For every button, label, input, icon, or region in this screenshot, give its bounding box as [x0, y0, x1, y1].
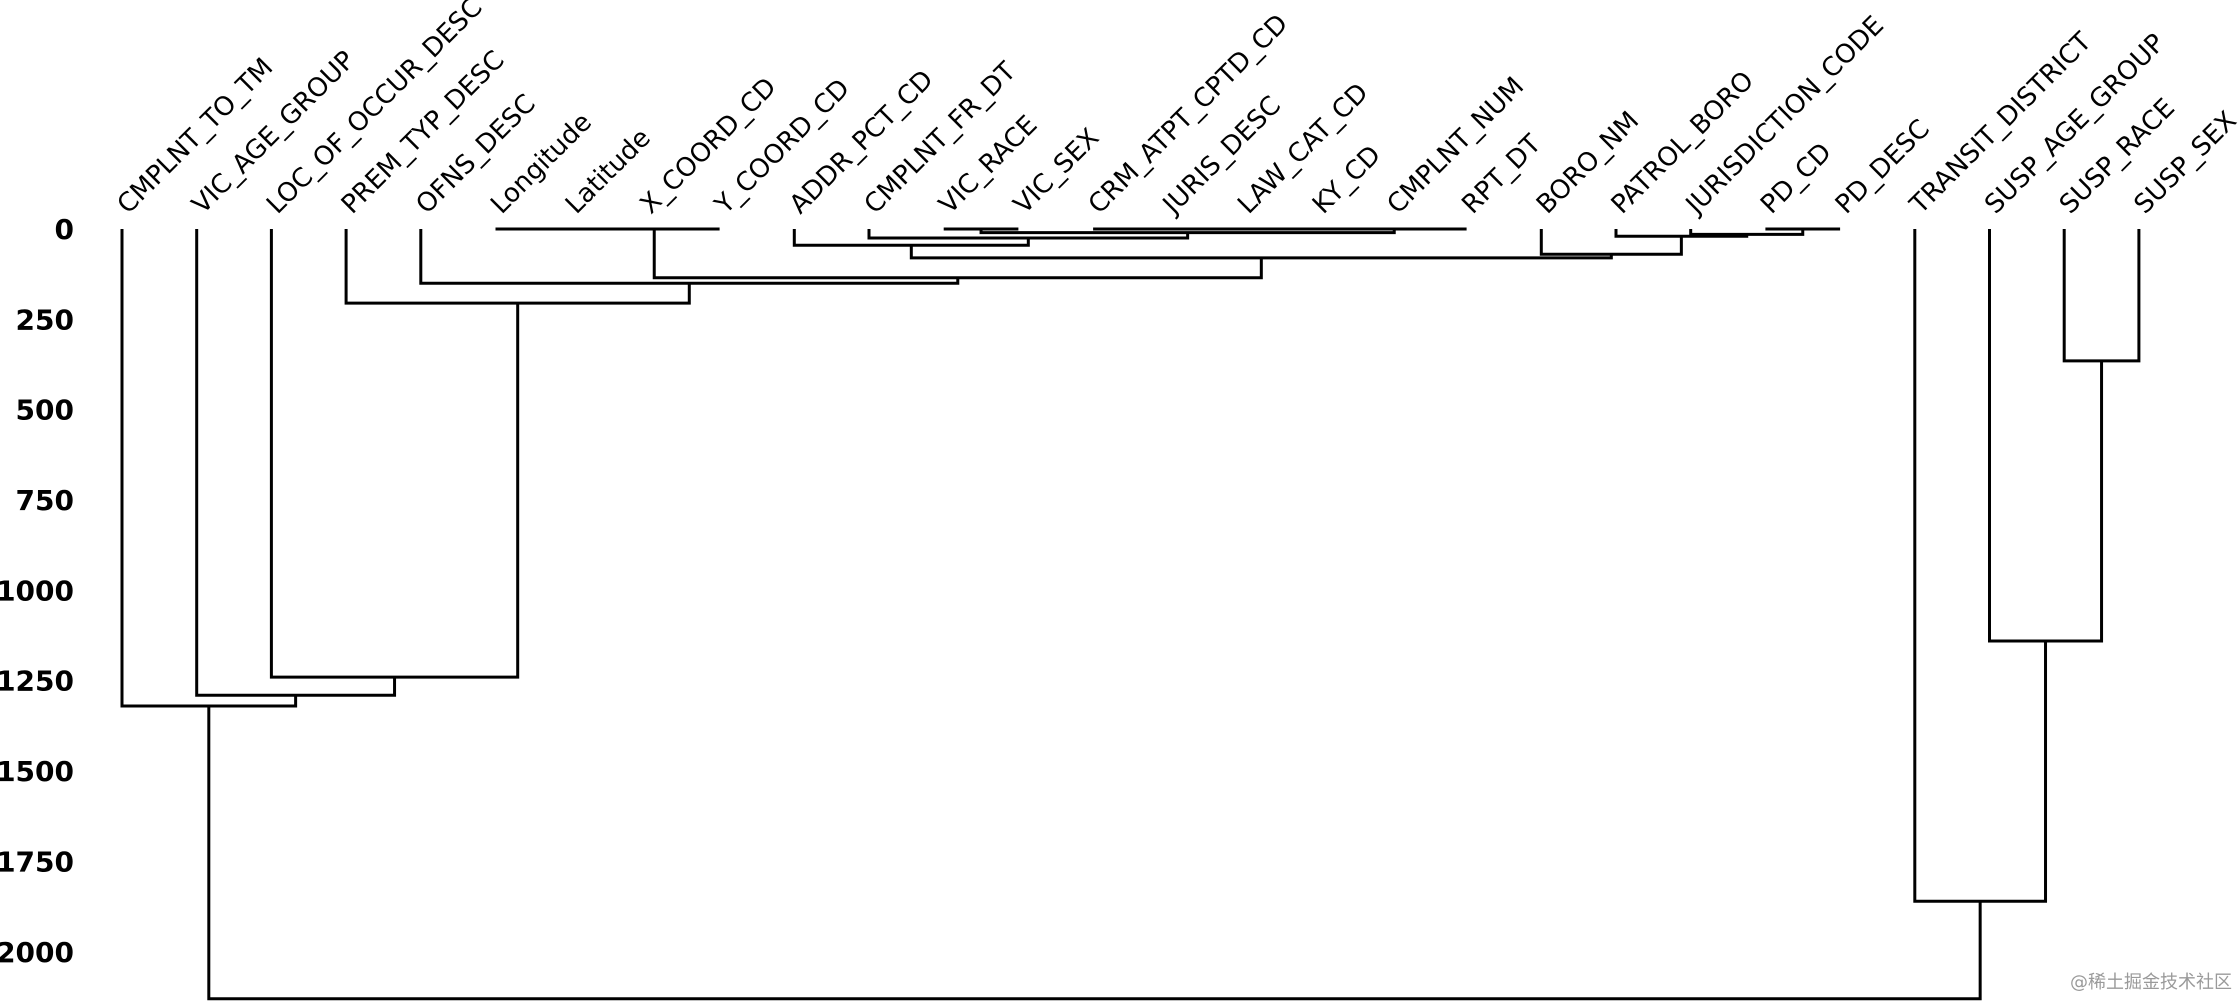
leaf-label: X_COORD_CD	[635, 72, 783, 220]
dendrogram-link	[652, 229, 1263, 280]
leaf-label: CMPLNT_NUM	[1382, 71, 1530, 219]
y-tick-label: 750	[16, 484, 74, 517]
dendrogram-link	[909, 245, 1613, 260]
y-axis: 0 250 500 750 1000 1250 1500 1750 2000	[0, 213, 74, 969]
dendrogram-link	[344, 229, 691, 305]
y-tick-label: 500	[16, 394, 74, 427]
y-tick-label: 1250	[0, 665, 74, 698]
dendrogram-links	[120, 227, 2141, 1001]
y-tick-label: 1500	[0, 755, 74, 788]
y-tick-label: 1000	[0, 574, 74, 607]
dendrogram-link	[1988, 229, 2104, 643]
dendrogram-link	[269, 229, 520, 679]
watermark: @稀土掘金技术社区	[2070, 972, 2232, 993]
dendrogram-link	[1539, 229, 1683, 256]
leaf-labels: CMPLNT_TO_TMVIC_AGE_GROUPLOC_OF_OCCUR_DE…	[112, 0, 2240, 221]
dendrogram-link	[207, 706, 1982, 1001]
dendrogram-link	[1913, 229, 2048, 903]
dendrogram-link	[120, 229, 298, 708]
dendrogram-link	[195, 229, 397, 697]
y-tick-label: 250	[16, 303, 74, 336]
leaf-label: Y_COORD_CD	[709, 73, 856, 220]
dendrogram-link	[2062, 229, 2141, 363]
y-tick-label: 2000	[0, 936, 74, 969]
dendrogram-link	[1614, 229, 1749, 238]
leaf-label: LAW_CAT_CD	[1232, 78, 1374, 220]
y-tick-label: 0	[55, 213, 74, 246]
y-tick-label: 1750	[0, 845, 74, 878]
dendrogram-link	[419, 229, 960, 285]
